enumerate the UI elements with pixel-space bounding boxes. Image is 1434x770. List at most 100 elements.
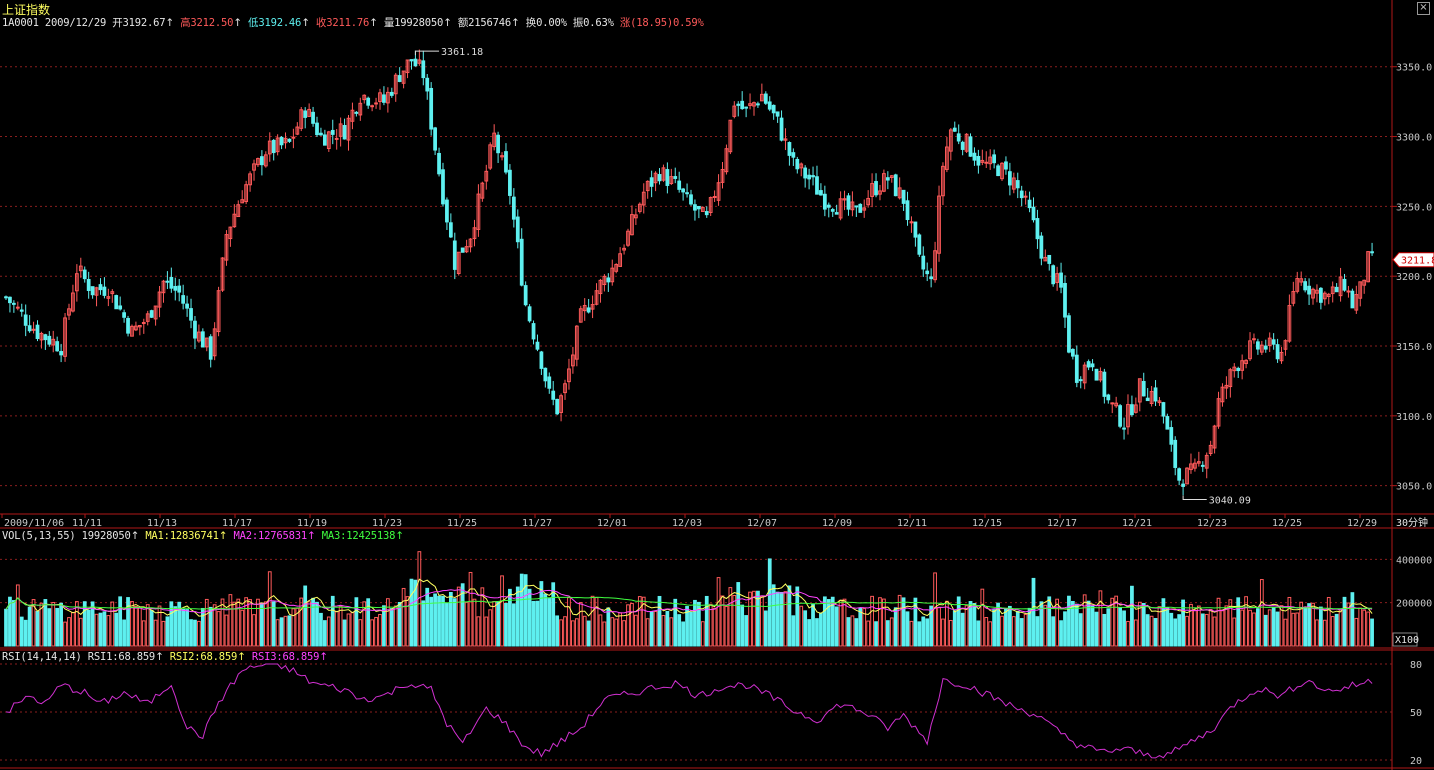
- candle-body: [956, 133, 961, 142]
- candle-body: [1220, 386, 1225, 403]
- x-axis-label: 12/11: [897, 518, 927, 529]
- candle-body: [1086, 361, 1091, 368]
- candle-body: [425, 77, 430, 92]
- volume-bar: [31, 599, 36, 647]
- volume-bar: [669, 617, 674, 647]
- up-arrow-icon: ↑: [165, 17, 174, 29]
- x-axis-label: 11/11: [72, 518, 102, 529]
- volume-bar: [1169, 612, 1174, 647]
- candle-body: [1252, 338, 1256, 341]
- candle-body: [653, 172, 658, 184]
- candle-body: [885, 177, 890, 181]
- volume-bar: [378, 614, 382, 647]
- volume-bar: [437, 595, 441, 647]
- volume-bar: [126, 597, 130, 647]
- volume-bar: [252, 614, 256, 647]
- candle-body: [1350, 290, 1355, 309]
- candle-body: [980, 159, 985, 163]
- volume-bar: [945, 600, 949, 647]
- candle-body: [1271, 339, 1276, 345]
- volume-bar: [1070, 600, 1075, 647]
- candle-body: [11, 302, 16, 305]
- x-axis-label: 2009/11/06: [4, 518, 64, 529]
- candle-body: [1342, 278, 1347, 291]
- volume-bar: [256, 598, 260, 647]
- volume-value: 19928050: [394, 17, 444, 29]
- volume-bar: [19, 616, 24, 647]
- close-icon[interactable]: ×: [1417, 2, 1430, 15]
- candle-body: [55, 341, 60, 352]
- change-pct: 0.59%: [673, 17, 704, 29]
- candle-body: [185, 303, 189, 309]
- x-axis-label: 12/29: [1347, 518, 1377, 529]
- candle-body: [681, 188, 686, 193]
- volume-bar: [177, 601, 182, 647]
- candle-body: [23, 314, 28, 326]
- volume-bar: [1086, 600, 1091, 647]
- volume-bar: [535, 600, 540, 647]
- candle-body: [913, 221, 918, 238]
- volume-bar: [338, 605, 343, 647]
- volume-bar: [685, 606, 689, 647]
- candle-body: [830, 209, 835, 212]
- candle-body: [996, 165, 1000, 177]
- volume-bar: [795, 586, 800, 647]
- volume-bar: [972, 603, 977, 647]
- candle-body: [1330, 286, 1335, 295]
- candle-body: [669, 176, 674, 184]
- candle-body: [236, 204, 241, 218]
- candle-body: [1279, 351, 1284, 362]
- candle-body: [43, 334, 48, 341]
- price-tick-label: 3100.0: [1396, 412, 1432, 423]
- volume-bar: [988, 621, 993, 647]
- volume-bar: [1114, 595, 1119, 647]
- candle-body: [421, 60, 426, 79]
- candle-body: [696, 205, 701, 210]
- candle-body: [216, 290, 221, 333]
- volume-bar: [1228, 599, 1233, 647]
- volume-bar: [728, 587, 733, 647]
- volume-bar: [244, 597, 249, 647]
- candle-body: [614, 264, 619, 272]
- candle-body: [637, 203, 642, 212]
- candle-body: [145, 313, 150, 322]
- candle-body: [728, 119, 733, 153]
- candle-body: [771, 104, 776, 114]
- volume-bar: [212, 604, 217, 647]
- x-axis-label: 11/13: [147, 518, 177, 529]
- x-axis-label: 11/23: [372, 518, 402, 529]
- volume-bar: [519, 573, 524, 647]
- candle-body: [870, 183, 874, 197]
- volume-bar: [275, 619, 280, 647]
- volume-bar: [523, 574, 528, 647]
- candle-body: [610, 267, 615, 283]
- candle-body: [118, 305, 123, 310]
- volume-bar: [1149, 615, 1154, 647]
- candle-body: [1240, 360, 1245, 371]
- volume-bar: [677, 614, 682, 647]
- candle-body: [1232, 366, 1237, 372]
- volume-bar: [110, 601, 115, 647]
- volume-bar: [1319, 606, 1323, 647]
- candle-body: [1208, 444, 1213, 455]
- volume-bar: [854, 618, 859, 647]
- volume-bar: [1035, 616, 1040, 647]
- volume-bar: [1193, 609, 1197, 647]
- volume-bar: [720, 595, 725, 647]
- volume-bar: [732, 594, 737, 647]
- volume-bar: [484, 616, 489, 647]
- candle-body: [941, 165, 945, 197]
- candle-body: [492, 132, 497, 148]
- candle-body: [1094, 368, 1099, 381]
- candle-body: [319, 132, 323, 136]
- up-arrow-icon: ↑: [319, 651, 328, 663]
- candle-body: [480, 182, 485, 199]
- volume-bar: [200, 607, 205, 647]
- candle-body: [567, 368, 571, 383]
- candle-body: [1090, 363, 1095, 368]
- candle-body: [354, 111, 359, 114]
- candle-body: [921, 255, 926, 270]
- up-arrow-icon: ↑: [307, 530, 316, 542]
- candle-body: [1074, 354, 1079, 383]
